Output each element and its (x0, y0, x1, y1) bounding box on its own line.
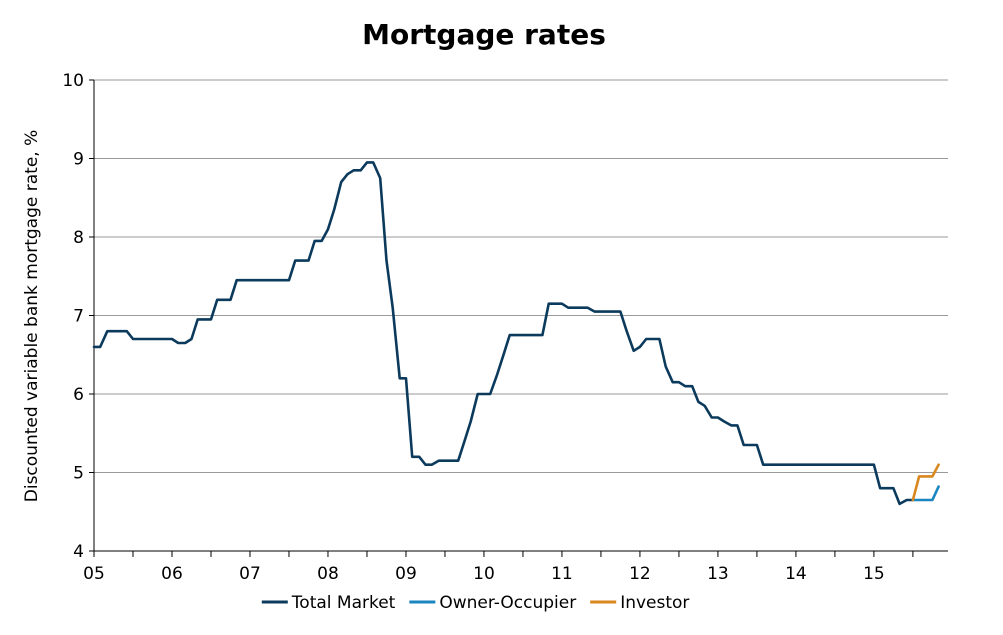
series-line-owner-occupier (911, 485, 940, 502)
chart-title: Mortgage rates (362, 18, 606, 51)
x-tick-label-12: 12 (629, 564, 651, 584)
x-tick-label-14: 14 (785, 564, 807, 584)
y-axis-label: Discounted variable bank mortgage rate, … (22, 130, 42, 502)
x-tick-label-10: 10 (473, 564, 495, 584)
x-tick-label-07: 07 (239, 564, 261, 584)
x-tick-label-06: 06 (161, 564, 183, 584)
legend-item-owner-occupier: Owner-Occupier (409, 593, 576, 613)
series-line-investor (911, 463, 940, 502)
x-tick-label-09: 09 (395, 564, 417, 584)
legend-item-total-market: Total Market (261, 593, 396, 613)
y-tick-label-9: 9 (73, 150, 84, 170)
axes (89, 79, 948, 557)
legend-label-investor: Investor (620, 593, 689, 613)
y-tick-label-4: 4 (73, 542, 84, 562)
legend: Total Market Owner-Occupier Investor (261, 593, 689, 613)
series-lines (92, 161, 940, 506)
grid-lines (94, 79, 948, 473)
y-tick-label-6: 6 (73, 385, 84, 405)
legend-label-owner-occupier: Owner-Occupier (439, 593, 576, 613)
y-tick-label-8: 8 (73, 228, 84, 248)
x-tick-label-05: 05 (83, 564, 105, 584)
legend-label-total-market: Total Market (291, 593, 396, 613)
x-tick-label-08: 08 (317, 564, 339, 584)
y-tick-labels: 4 5 6 7 8 9 10 (62, 71, 84, 562)
y-tick-label-5: 5 (73, 464, 84, 484)
x-tick-label-15: 15 (863, 564, 885, 584)
x-tick-label-13: 13 (707, 564, 729, 584)
legend-item-investor: Investor (590, 593, 689, 613)
y-tick-label-7: 7 (73, 307, 84, 327)
x-tick-labels: 05 06 07 08 09 10 11 12 13 14 15 (83, 564, 885, 584)
series-line-total-market (92, 161, 915, 506)
x-tick-label-11: 11 (551, 564, 573, 584)
y-tick-label-10: 10 (62, 71, 84, 91)
